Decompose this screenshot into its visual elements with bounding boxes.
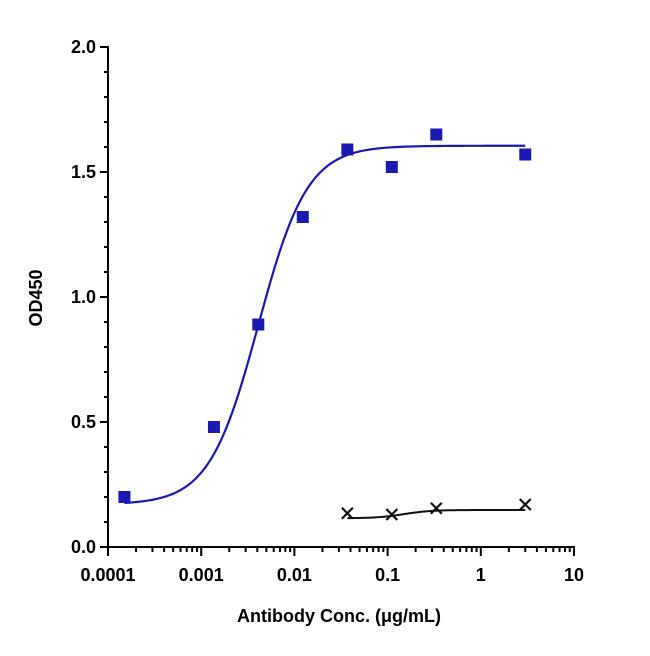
x-tick-label: 10	[564, 565, 584, 585]
x-tick-label: 0.01	[277, 565, 312, 585]
y-tick-label: 1.0	[71, 287, 96, 307]
series-2-point	[518, 498, 532, 511]
x-tick-label: 0.001	[179, 565, 224, 585]
series-1-point	[296, 211, 309, 223]
y-tick-label: 1.5	[71, 162, 96, 182]
series-1-point	[341, 143, 354, 156]
series-1-point	[519, 148, 532, 161]
x-tick-label: 0.1	[375, 565, 400, 585]
y-tick-label: 0.0	[71, 537, 96, 557]
series-2-fit-curve	[347, 509, 526, 520]
series-1-point	[207, 421, 220, 433]
ticks: 0.0 0.5 1.0 1.5 2.0 0.0001 0.001 0.01 0.1 1 10	[71, 37, 584, 585]
data-points	[118, 128, 532, 521]
series-2-point	[385, 508, 399, 521]
y-tick-label: 0.5	[71, 412, 96, 432]
x-tick-label: 1	[476, 565, 486, 585]
axes	[107, 46, 575, 548]
series-1-point	[430, 128, 443, 141]
series-1-fit-curve	[124, 144, 526, 505]
x-tick-label: 0.0001	[80, 565, 135, 585]
series-1-point	[252, 318, 265, 331]
fit-curves	[124, 144, 526, 520]
y-axis-title: OD450	[26, 269, 46, 326]
series-2-point	[430, 501, 443, 515]
x-axis-title: Antibody Conc. (μg/mL)	[237, 606, 441, 626]
series-1-point	[385, 161, 398, 173]
series-2-point	[341, 506, 354, 520]
series-1-point	[118, 491, 131, 503]
y-tick-label: 2.0	[71, 37, 96, 57]
